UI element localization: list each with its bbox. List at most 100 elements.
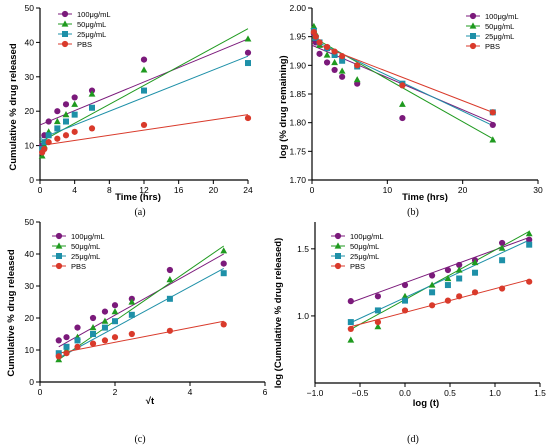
data-point — [45, 132, 52, 139]
y-tick-label: 0 — [29, 175, 34, 185]
data-point — [401, 281, 409, 289]
plot-d: −1.0 −0.5 0.0 0.5 1.0 1.5 1.0 1.5 100μg/mL50μg/m… — [297, 222, 546, 398]
data-point — [111, 334, 119, 341]
data-point — [45, 139, 52, 146]
fit-line-0 — [58, 253, 224, 348]
data-point — [140, 56, 148, 63]
data-point — [526, 241, 533, 248]
legend-label: 50μg/mL — [77, 20, 106, 29]
legend-marker — [61, 10, 69, 18]
data-point — [444, 297, 452, 304]
data-point — [331, 48, 338, 55]
data-point — [428, 302, 436, 309]
data-point — [89, 324, 97, 331]
legend-marker — [55, 232, 63, 240]
y-tick-label: 1.80 — [289, 118, 306, 128]
legend-label: 50μg/mL — [485, 22, 514, 31]
data-point — [402, 297, 408, 304]
legend-marker — [61, 20, 69, 27]
data-point — [339, 73, 346, 80]
x-tick-label: −0.5 — [352, 388, 369, 398]
data-point — [45, 118, 52, 125]
legend-marker — [334, 262, 342, 270]
data-point — [428, 272, 436, 279]
data-point — [112, 318, 118, 325]
data-point — [471, 258, 479, 266]
data-point — [312, 33, 319, 40]
data-point — [401, 292, 409, 299]
x-tick-label: 12 — [139, 185, 149, 195]
y-tick-label: 1.75 — [289, 146, 306, 156]
panel-d-ylabel: log (Cumulative % drug released) — [273, 238, 284, 388]
data-point — [339, 57, 346, 64]
data-point — [220, 270, 227, 277]
legend-label: 100μg/mL — [71, 232, 105, 241]
legend-label: 25μg/mL — [77, 30, 106, 39]
x-tick-label: 0.0 — [399, 388, 411, 398]
y-tick-label: 2.00 — [289, 3, 306, 13]
panel-b-label: (b) — [407, 207, 419, 218]
data-point — [526, 278, 533, 285]
x-tick-label: 0 — [38, 387, 43, 397]
data-point — [444, 282, 451, 289]
data-point — [401, 307, 409, 314]
data-point — [499, 239, 506, 247]
data-point — [63, 118, 69, 125]
data-point — [71, 94, 78, 101]
data-point — [111, 308, 119, 315]
data-point — [220, 260, 227, 267]
legend-marker — [55, 262, 63, 270]
x-tick-label: 6 — [263, 387, 268, 397]
legend-marker — [55, 242, 63, 249]
data-point — [316, 50, 323, 57]
data-point — [71, 128, 78, 135]
legend-marker — [335, 253, 341, 259]
panel-d: log (Cumulative % drug released) log (t)… — [273, 238, 439, 445]
y-tick-label: 20 — [25, 313, 35, 323]
fit-line-2 — [58, 267, 224, 359]
data-point — [141, 87, 147, 94]
x-tick-label: 1.5 — [534, 388, 546, 398]
x-tick-label: 1.0 — [489, 388, 501, 398]
y-tick-label: 20 — [25, 106, 35, 116]
data-point — [62, 101, 70, 108]
legend-label: 50μg/mL — [71, 242, 100, 251]
data-point — [140, 121, 148, 129]
data-point — [499, 285, 506, 292]
data-point — [101, 317, 109, 324]
data-point — [54, 135, 61, 142]
data-point — [41, 145, 48, 153]
data-point — [498, 244, 506, 251]
data-point — [331, 58, 338, 66]
data-point — [101, 324, 108, 331]
legend-label: 25μg/mL — [485, 32, 514, 41]
data-point — [354, 62, 361, 69]
data-point — [63, 350, 70, 357]
data-point — [374, 318, 382, 326]
data-point — [89, 314, 97, 322]
y-tick-label: 1.70 — [289, 175, 306, 185]
data-point — [244, 49, 252, 56]
x-tick-label: 30 — [533, 185, 543, 195]
y-tick-label: 40 — [25, 37, 35, 47]
y-tick-label: 1.95 — [289, 32, 306, 42]
data-point — [53, 117, 61, 125]
x-tick-label: 10 — [383, 185, 393, 195]
data-point — [489, 109, 496, 116]
data-point — [166, 327, 173, 334]
data-point — [456, 293, 463, 300]
data-point — [74, 337, 81, 344]
fit-line-2 — [39, 55, 249, 140]
legend-marker — [61, 40, 69, 48]
y-tick-label: 0 — [29, 377, 34, 387]
data-point — [374, 307, 381, 314]
panel-c-ylabel: Cumulative % drug released — [6, 249, 17, 376]
panel-a-label: (a) — [134, 207, 145, 218]
panel-a: Cumulative % drug released Time (hrs) (a… — [8, 43, 161, 218]
fit-line-3 — [39, 114, 249, 147]
fit-line-0 — [39, 38, 249, 126]
data-point — [347, 325, 354, 333]
data-point — [88, 90, 96, 97]
y-tick-label: 40 — [25, 249, 35, 259]
